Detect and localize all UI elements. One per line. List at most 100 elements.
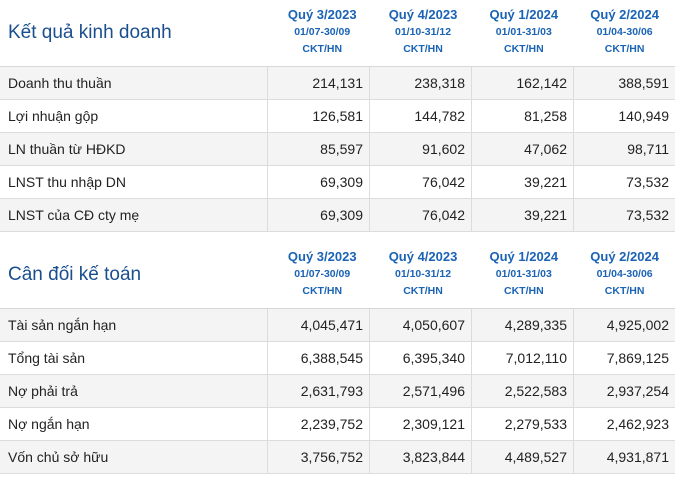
row-label: Doanh thu thuần — [8, 75, 112, 91]
row-value: 214,131 — [267, 67, 369, 99]
date-range: 01/04-30/06 — [596, 268, 653, 280]
date-range: 01/07-30/09 — [294, 268, 351, 280]
row-label: Vốn chủ sở hữu — [8, 449, 109, 465]
row-value: 4,289,335 — [471, 309, 573, 341]
row-label: LNST của CĐ cty mẹ — [8, 207, 140, 223]
table-row: LN thuần từ HĐKD 85,597 91,602 47,062 98… — [0, 133, 675, 166]
table-row: Vốn chủ sở hữu 3,756,752 3,823,844 4,489… — [0, 441, 675, 474]
row-value: 144,782 — [369, 100, 471, 132]
section-title: Cân đối kế toán — [8, 264, 142, 285]
table-row: LNST của CĐ cty mẹ 69,309 76,042 39,221 … — [0, 199, 675, 232]
section-title: Kết quả kinh doanh — [8, 22, 172, 43]
row-value: 91,602 — [369, 133, 471, 165]
row-value: 7,869,125 — [573, 342, 675, 374]
row-value: 76,042 — [369, 199, 471, 231]
column-header: Quý 3/2023 01/07-30/09 CKT/HN — [272, 0, 373, 66]
row-value: 140,949 — [573, 100, 675, 132]
balance-sheet-table: Cân đối kế toán Quý 3/2023 01/07-30/09 C… — [0, 242, 675, 474]
date-range: 01/01-31/03 — [495, 268, 552, 280]
row-value: 3,823,844 — [369, 441, 471, 473]
row-value: 2,937,254 — [573, 375, 675, 407]
quarter-label: Quý 3/2023 — [287, 7, 357, 22]
quarter-label: Quý 4/2023 — [388, 7, 458, 22]
quarter-label: Quý 1/2024 — [489, 7, 559, 22]
date-range: 01/01-31/03 — [495, 26, 552, 38]
column-header: Quý 3/2023 01/07-30/09 CKT/HN — [272, 242, 373, 308]
row-value: 39,221 — [471, 199, 573, 231]
date-range: 01/10-31/12 — [394, 26, 452, 38]
row-label: Lợi nhuận gộp — [8, 108, 99, 124]
row-value: 162,142 — [471, 67, 573, 99]
table-row: Lợi nhuận gộp 126,581 144,782 81,258 140… — [0, 100, 675, 133]
quarter-label: Quý 1/2024 — [489, 249, 559, 264]
row-value: 39,221 — [471, 166, 573, 198]
table-row: LNST thu nhập DN 69,309 76,042 39,221 73… — [0, 166, 675, 199]
row-value: 76,042 — [369, 166, 471, 198]
date-range: 01/04-30/06 — [596, 26, 653, 38]
row-value: 81,258 — [471, 100, 573, 132]
row-label: Nợ ngắn hạn — [8, 416, 90, 432]
row-value: 4,489,527 — [471, 441, 573, 473]
column-header: Quý 4/2023 01/10-31/12 CKT/HN — [373, 0, 474, 66]
row-value: 238,318 — [369, 67, 471, 99]
row-value: 98,711 — [573, 133, 675, 165]
report-type: CKT/HN — [403, 285, 443, 297]
quarter-label: Quý 2/2024 — [590, 7, 659, 22]
row-value: 2,462,923 — [573, 408, 675, 440]
row-value: 69,309 — [267, 166, 369, 198]
section-spacer — [0, 232, 675, 242]
row-value: 3,756,752 — [267, 441, 369, 473]
balance-sheet-header: Cân đối kế toán Quý 3/2023 01/07-30/09 C… — [0, 242, 675, 309]
column-header: Quý 1/2024 01/01-31/03 CKT/HN — [473, 242, 574, 308]
row-label: Nợ phải trả — [8, 383, 78, 399]
row-value: 85,597 — [267, 133, 369, 165]
row-label: LNST thu nhập DN — [8, 174, 127, 190]
row-value: 6,395,340 — [369, 342, 471, 374]
row-label: Tài sản ngắn hạn — [8, 317, 117, 333]
row-value: 388,591 — [573, 67, 675, 99]
row-value: 2,279,533 — [471, 408, 573, 440]
report-type: CKT/HN — [302, 43, 343, 55]
row-value: 2,239,752 — [267, 408, 369, 440]
row-value: 4,045,471 — [267, 309, 369, 341]
row-label: LN thuần từ HĐKD — [8, 141, 126, 157]
row-value: 69,309 — [267, 199, 369, 231]
row-value: 2,309,121 — [369, 408, 471, 440]
table-row: Nợ ngắn hạn 2,239,752 2,309,121 2,279,53… — [0, 408, 675, 441]
report-type: CKT/HN — [403, 43, 443, 55]
report-type: CKT/HN — [604, 43, 645, 55]
date-range: 01/07-30/09 — [294, 26, 351, 38]
row-value: 6,388,545 — [267, 342, 369, 374]
business-results-table: Kết quả kinh doanh Quý 3/2023 01/07-30/0… — [0, 0, 675, 232]
table-row: Doanh thu thuần 214,131 238,318 162,142 … — [0, 67, 675, 100]
column-header: Quý 1/2024 01/01-31/03 CKT/HN — [473, 0, 574, 66]
report-type: CKT/HN — [503, 285, 544, 297]
report-type: CKT/HN — [302, 285, 343, 297]
quarter-label: Quý 4/2023 — [388, 249, 458, 264]
row-value: 126,581 — [267, 100, 369, 132]
row-value: 4,931,871 — [573, 441, 675, 473]
quarter-label: Quý 2/2024 — [590, 249, 659, 264]
report-type: CKT/HN — [604, 285, 645, 297]
table-row: Tài sản ngắn hạn 4,045,471 4,050,607 4,2… — [0, 309, 675, 342]
column-header: Quý 2/2024 01/04-30/06 CKT/HN — [574, 0, 675, 66]
column-header: Quý 2/2024 01/04-30/06 CKT/HN — [574, 242, 675, 308]
date-range: 01/10-31/12 — [394, 268, 452, 280]
table-row: Tổng tài sản 6,388,545 6,395,340 7,012,1… — [0, 342, 675, 375]
row-value: 73,532 — [573, 199, 675, 231]
report-type: CKT/HN — [503, 43, 544, 55]
row-value: 2,522,583 — [471, 375, 573, 407]
row-value: 47,062 — [471, 133, 573, 165]
row-value: 7,012,110 — [471, 342, 573, 374]
row-value: 73,532 — [573, 166, 675, 198]
row-label: Tổng tài sản — [8, 350, 86, 366]
quarter-label: Quý 3/2023 — [287, 249, 357, 264]
business-results-header: Kết quả kinh doanh Quý 3/2023 01/07-30/0… — [0, 0, 675, 67]
row-value: 2,571,496 — [369, 375, 471, 407]
row-value: 4,925,002 — [573, 309, 675, 341]
row-value: 4,050,607 — [369, 309, 471, 341]
row-value: 2,631,793 — [267, 375, 369, 407]
table-row: Nợ phải trả 2,631,793 2,571,496 2,522,58… — [0, 375, 675, 408]
column-header: Quý 4/2023 01/10-31/12 CKT/HN — [373, 242, 474, 308]
